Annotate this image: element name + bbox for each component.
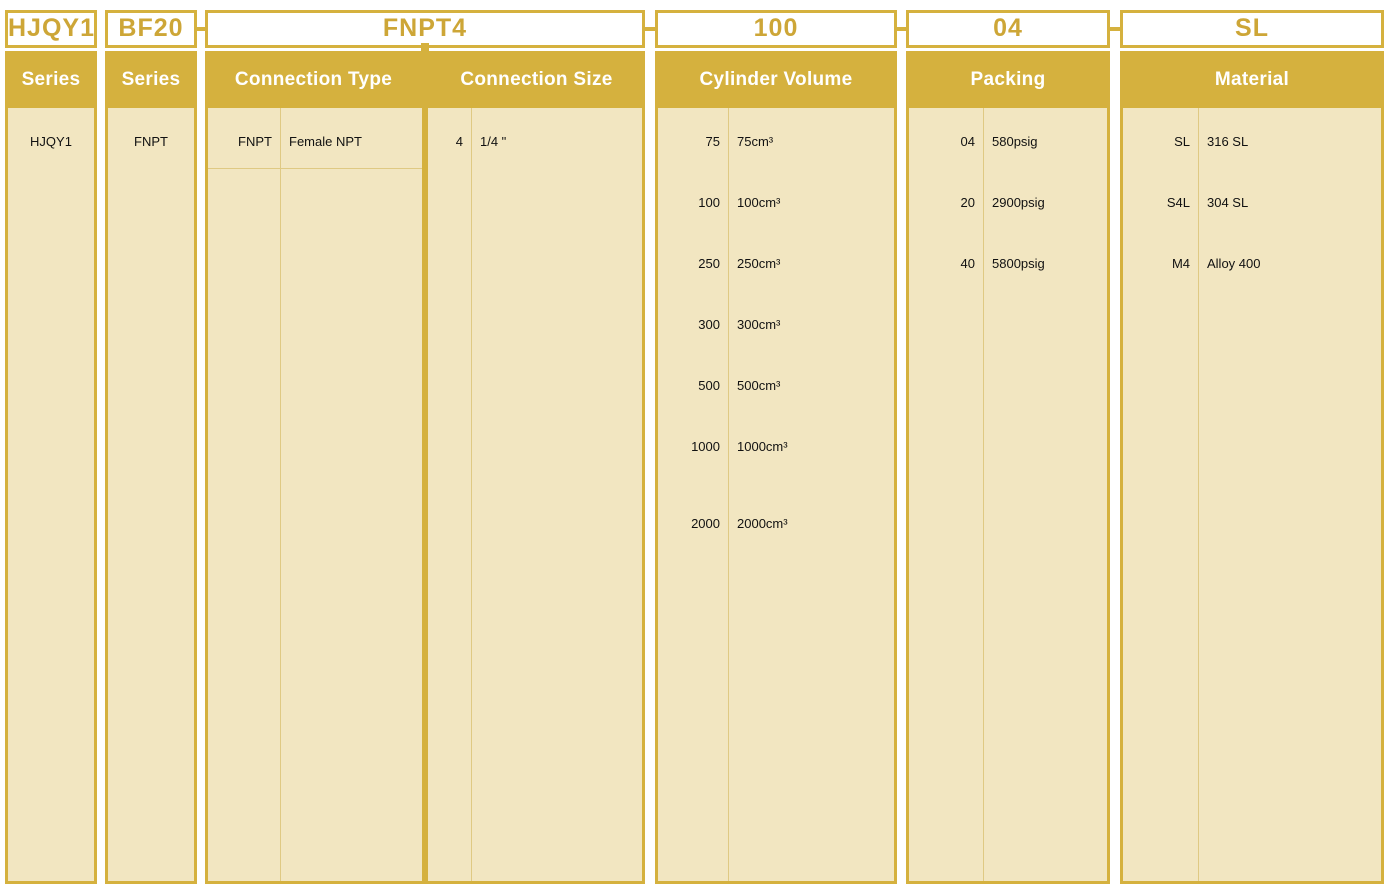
option-desc: 250cm³ — [737, 256, 781, 271]
column-cylinder-volume: 100 Cylinder Volume 75 75cm³ 100 100cm³ … — [655, 10, 897, 884]
part-code-box: FNPT4 — [205, 10, 645, 48]
part-code-box: SL — [1120, 10, 1384, 48]
column-header: Material — [1120, 51, 1384, 108]
option-code: 40 — [960, 256, 975, 271]
column-body: FNPT — [105, 108, 197, 884]
option-row: 40 5800psig — [909, 233, 1107, 294]
option-row: 500 500cm³ — [658, 355, 894, 416]
column-series-1: HJQY1 Series HJQY1 — [5, 10, 97, 884]
option-row: FNPT Female NPT — [208, 111, 422, 171]
option-desc: 500cm³ — [737, 378, 781, 393]
column-connection: FNPT4 Connection Type FNPT Female NPT — [205, 10, 645, 884]
option-desc: 1000cm³ — [737, 439, 788, 454]
divider-notch — [421, 43, 429, 51]
option-code: M4 — [1171, 256, 1190, 271]
column-header: Connection Size — [428, 51, 645, 108]
connector-dash — [645, 27, 655, 31]
option-code: 04 — [960, 134, 975, 149]
option-code: S4L — [1166, 195, 1190, 210]
option-row: 1000 1000cm³ — [658, 416, 894, 477]
part-code-box: 100 — [655, 10, 897, 48]
code-desc-divider — [1198, 108, 1199, 881]
code-desc-divider — [983, 108, 984, 881]
option-row: HJQY1 — [8, 111, 94, 172]
part-code-box: HJQY1 — [5, 10, 97, 48]
subcolumn-connection-size: Connection Size 4 1/4 " — [428, 51, 645, 884]
connector-dash — [1110, 27, 1120, 31]
connector-dash — [897, 27, 906, 31]
option-desc: 1/4 " — [480, 134, 507, 149]
option-row: S4L 304 SL — [1123, 172, 1381, 233]
subcolumn-connection-type: Connection Type FNPT Female NPT — [205, 51, 422, 884]
column-header: Series — [5, 51, 97, 108]
code-desc-divider — [471, 108, 472, 881]
option-row: 20 2900psig — [909, 172, 1107, 233]
column-material: SL Material SL 316 SL S4L 304 SL M4 Allo… — [1120, 10, 1384, 884]
option-row: 250 250cm³ — [658, 233, 894, 294]
column-packing: 04 Packing 04 580psig 20 2900psig 40 580… — [906, 10, 1110, 884]
row-divider — [208, 168, 422, 169]
column-header: Packing — [906, 51, 1110, 108]
option-code: HJQY1 — [30, 134, 72, 149]
option-row: 04 580psig — [909, 111, 1107, 172]
option-desc: 5800psig — [992, 256, 1045, 271]
option-code: SL — [1174, 134, 1190, 149]
option-code: 300 — [698, 317, 720, 332]
option-desc: 75cm³ — [737, 134, 774, 149]
column-series-2: BF20 Series FNPT — [105, 10, 197, 884]
column-body: 04 580psig 20 2900psig 40 5800psig — [906, 108, 1110, 884]
option-row: FNPT — [108, 111, 194, 172]
option-row: SL 316 SL — [1123, 111, 1381, 172]
type-size-divider — [422, 51, 428, 884]
option-row: 300 300cm³ — [658, 294, 894, 355]
column-body: 75 75cm³ 100 100cm³ 250 250cm³ 300 300cm… — [655, 108, 897, 884]
part-code-box: 04 — [906, 10, 1110, 48]
option-row: 4 1/4 " — [428, 111, 642, 172]
option-code: 4 — [455, 134, 463, 149]
option-code: 500 — [698, 378, 720, 393]
option-code: FNPT — [238, 133, 272, 149]
column-body: HJQY1 — [5, 108, 97, 884]
option-code: 20 — [960, 195, 975, 210]
option-desc: 304 SL — [1207, 195, 1249, 210]
option-desc: Alloy 400 — [1207, 256, 1261, 271]
option-row: 100 100cm³ — [658, 172, 894, 233]
part-code-box: BF20 — [105, 10, 197, 48]
option-desc: 300cm³ — [737, 317, 781, 332]
option-desc: 2000cm³ — [737, 516, 788, 531]
option-code: 250 — [698, 256, 720, 271]
option-row: 2000 2000cm³ — [658, 493, 894, 554]
option-code: 1000 — [691, 439, 720, 454]
option-code: 100 — [698, 195, 720, 210]
code-desc-divider — [728, 108, 729, 881]
option-desc: Female NPT — [289, 133, 362, 149]
column-body: FNPT Female NPT — [205, 108, 422, 884]
column-header: Connection Type — [205, 51, 422, 108]
column-header: Series — [105, 51, 197, 108]
column-body: SL 316 SL S4L 304 SL M4 Alloy 400 — [1120, 108, 1384, 884]
option-desc: 316 SL — [1207, 134, 1249, 149]
option-desc: 2900psig — [992, 195, 1045, 210]
option-row: 75 75cm³ — [658, 111, 894, 172]
option-code: 2000 — [691, 516, 720, 531]
column-header: Cylinder Volume — [655, 51, 897, 108]
column-body: 4 1/4 " — [428, 108, 645, 884]
option-code: FNPT — [134, 134, 168, 149]
connector-dash — [197, 27, 205, 31]
option-row: M4 Alloy 400 — [1123, 233, 1381, 294]
row-spacer — [658, 477, 894, 493]
option-desc: 580psig — [992, 134, 1038, 149]
option-code: 75 — [705, 134, 720, 149]
option-desc: 100cm³ — [737, 195, 781, 210]
code-desc-divider — [280, 108, 281, 881]
